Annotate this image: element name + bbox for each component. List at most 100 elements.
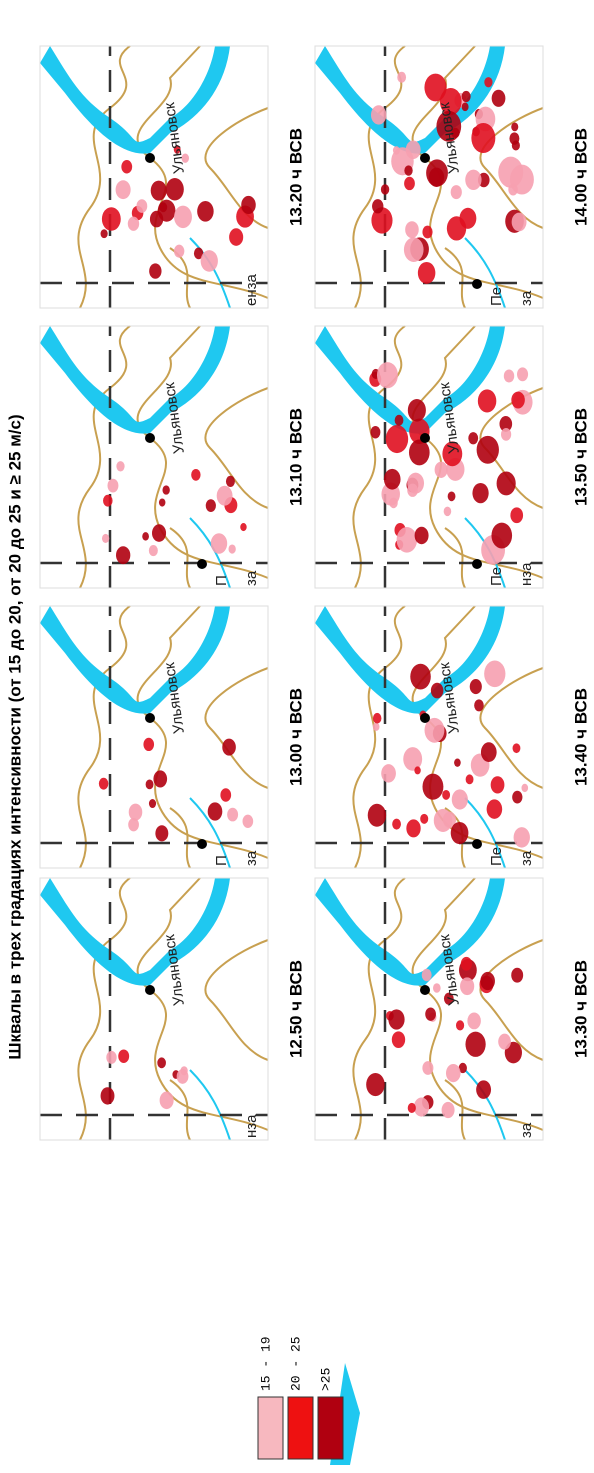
- squall-area: [383, 468, 401, 490]
- river: [189, 797, 231, 869]
- panel-time: 13.20 ч ВСВ: [286, 128, 305, 226]
- squall-area: [162, 485, 170, 495]
- city-dot: [472, 839, 482, 849]
- squall-area: [511, 967, 524, 983]
- city-dot: [420, 713, 430, 723]
- edge-label: П: [213, 575, 230, 586]
- squall-area: [465, 1031, 486, 1057]
- squall-area: [476, 435, 499, 464]
- squall-area: [486, 799, 503, 819]
- squall-area: [446, 216, 467, 241]
- squall-area: [367, 803, 387, 827]
- river: [40, 326, 230, 434]
- border: [169, 1079, 191, 1141]
- edge-label: Пе: [488, 847, 505, 866]
- squall-area: [407, 398, 426, 422]
- squall-area: [422, 225, 433, 239]
- squall-area: [228, 544, 236, 554]
- squall-area: [442, 789, 451, 800]
- border: [411, 877, 544, 1131]
- city-dot: [145, 153, 155, 163]
- squall-area: [491, 522, 513, 549]
- squall-area: [424, 717, 445, 743]
- river: [315, 606, 505, 714]
- squall-area: [408, 439, 430, 466]
- squall-area: [499, 416, 513, 432]
- squall-area: [447, 491, 456, 502]
- squall-area: [225, 475, 235, 488]
- squall-area: [128, 803, 143, 821]
- panel-time: 13.50 ч ВСВ: [571, 408, 590, 506]
- map-frame: [314, 45, 544, 309]
- squall-area: [517, 367, 529, 382]
- squall-area: [207, 802, 223, 821]
- squall-area: [103, 494, 113, 507]
- squall-area: [176, 1069, 189, 1084]
- squall-area: [484, 77, 493, 88]
- border: [136, 325, 269, 579]
- panel-time: 13.40 ч ВСВ: [571, 688, 590, 786]
- squall-area: [107, 478, 119, 493]
- squall-area: [428, 167, 445, 187]
- city-dot: [472, 559, 482, 569]
- squall-area: [193, 247, 204, 260]
- squall-area: [413, 1097, 430, 1117]
- river: [315, 326, 505, 434]
- river: [464, 1069, 506, 1141]
- river: [189, 1069, 231, 1141]
- squall-area: [467, 1012, 481, 1030]
- squall-area: [227, 807, 239, 822]
- border: [169, 527, 191, 589]
- squall-area: [441, 1101, 455, 1119]
- squall-area: [455, 1020, 465, 1031]
- squall-area: [461, 90, 471, 103]
- legend-label: >25: [318, 1368, 333, 1391]
- squall-area: [460, 977, 475, 996]
- squall-area: [476, 1080, 492, 1099]
- squall-area: [220, 788, 232, 802]
- squall-area: [403, 747, 423, 771]
- squall-area: [443, 506, 452, 517]
- map-frame: [39, 605, 269, 869]
- squall-area: [414, 766, 421, 775]
- border: [444, 247, 466, 309]
- city-dot: [145, 985, 155, 995]
- squall-area: [149, 263, 162, 279]
- squall-area: [472, 482, 489, 504]
- squall-area: [474, 699, 484, 712]
- border: [444, 1079, 466, 1141]
- squall-area: [439, 87, 462, 116]
- city-dot: [420, 153, 430, 163]
- squall-area: [498, 1033, 511, 1050]
- squall-area: [480, 742, 497, 762]
- border: [479, 667, 544, 789]
- border: [77, 45, 131, 309]
- rotated-page: Шквалы в трех градациях интенсивности (о…: [5, 45, 590, 1465]
- squall-area: [442, 441, 463, 467]
- squall-area: [450, 821, 469, 845]
- squall-area: [116, 461, 125, 472]
- squall-area: [216, 485, 233, 506]
- squall-area: [101, 533, 110, 544]
- map-frame: [39, 325, 269, 589]
- border: [77, 877, 131, 1141]
- squall-area: [460, 956, 472, 971]
- squall-area: [511, 212, 527, 232]
- squall-area: [128, 817, 139, 832]
- edge-label: Пе: [488, 287, 505, 306]
- squall-area: [445, 1063, 461, 1083]
- squall-area: [174, 205, 192, 229]
- squall-area: [513, 827, 530, 848]
- legend-swatch: [257, 1396, 284, 1460]
- squall-area: [153, 770, 168, 788]
- border: [352, 877, 406, 1141]
- border: [136, 877, 269, 1131]
- squall-area: [173, 145, 181, 154]
- squall-area: [136, 199, 148, 213]
- squall-area: [392, 818, 401, 830]
- squall-area: [100, 229, 108, 239]
- squall-area: [157, 199, 176, 222]
- river: [40, 606, 230, 714]
- squall-area: [511, 391, 525, 409]
